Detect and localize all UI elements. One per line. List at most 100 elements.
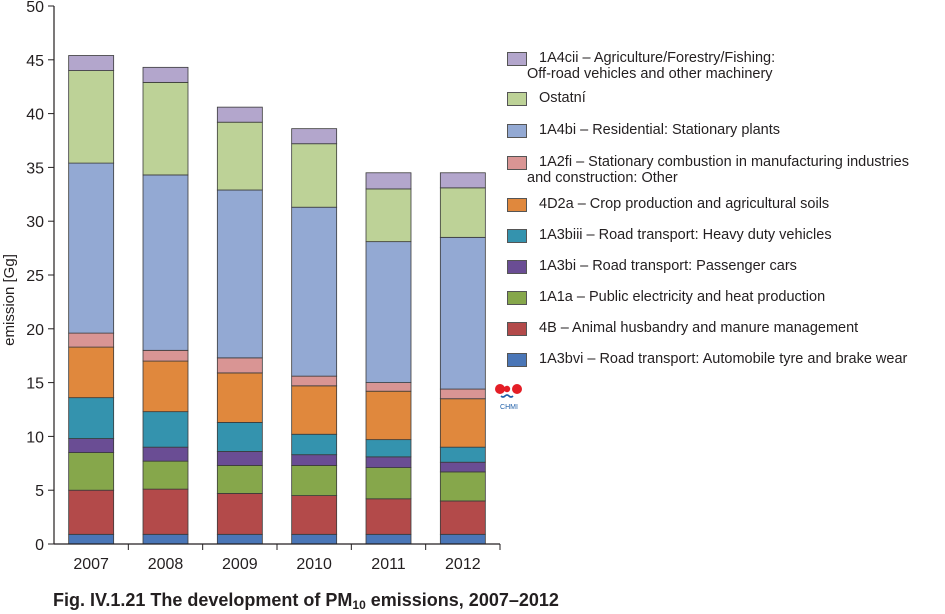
bar-segment-2011-0 — [365, 533, 412, 545]
legend-label: 1A3bi – Road transport: Passenger cars — [539, 258, 797, 274]
legend-swatch — [507, 229, 527, 243]
chmi-logo: CHMI — [495, 384, 522, 411]
bar-segment-2012-3 — [439, 461, 486, 473]
legend-label-line: 4D2a – Crop production and agricultural … — [539, 196, 830, 212]
bar-segment-2008-7 — [142, 174, 189, 351]
bar-segment-2011-4 — [365, 439, 412, 458]
bar-segment-2008-5 — [142, 360, 189, 413]
legend-item: 1A4cii – Agriculture/Forestry/Fishing: Of… — [507, 50, 775, 82]
legend-item: Ostatní — [507, 90, 586, 106]
bar-segment-2011-6 — [365, 382, 412, 392]
x-tick-label: 2012 — [445, 556, 481, 573]
legend-item: 4B – Animal husbandry and manure managem… — [507, 320, 858, 336]
legend-label-line: 1A1a – Public electricity and heat produ… — [539, 289, 826, 305]
bar-segment-2009-7 — [216, 189, 263, 359]
bar-segment-2009-4 — [216, 422, 263, 452]
bar-segment-2010-8 — [291, 143, 338, 208]
legend-swatch — [507, 156, 527, 170]
bar-segment-2010-9 — [291, 128, 338, 145]
legend-item: 1A3bvi – Road transport: Automobile tyre… — [507, 351, 907, 367]
y-tick-label: 25 — [26, 268, 44, 285]
bar-segment-2010-2 — [291, 465, 338, 496]
bar-segment-2012-6 — [439, 388, 486, 400]
bar-segment-2007-6 — [68, 332, 115, 348]
legend-item: 1A2fi – Stationary combustion in manufac… — [507, 154, 909, 186]
legend-label-line: 1A3bvi – Road transport: Automobile tyre… — [539, 351, 908, 367]
bar-segment-2007-3 — [68, 438, 115, 453]
bar-segment-2007-2 — [68, 452, 115, 491]
figure-caption: Fig. IV.1.21 The development of PM10 emi… — [53, 590, 559, 612]
legend-swatch — [507, 260, 527, 274]
legend-label: 1A4cii – Agriculture/Forestry/Fishing: Of… — [527, 50, 776, 82]
bar-segment-2010-7 — [291, 206, 338, 377]
caption-suffix: emissions, 2007–2012 — [365, 590, 559, 610]
bar-segment-2011-8 — [365, 188, 412, 243]
bar-segment-2008-4 — [142, 411, 189, 448]
y-tick-label: 0 — [35, 537, 44, 554]
legend-label: Ostatní — [539, 90, 586, 106]
tick-labels: 2007 2008 2009 2010 2011 2012 0 5 10 15 20 25 30 35 40… — [26, 0, 481, 573]
bar-segment-2009-3 — [216, 451, 263, 466]
legend-swatch — [507, 322, 527, 336]
legend-label-line: 1A3biii – Road transport: Heavy duty veh… — [539, 227, 832, 243]
bar-segment-2009-0 — [216, 533, 263, 545]
x-tick-label: 2011 — [371, 556, 406, 573]
legend-item: 4D2a – Crop production and agricultural … — [507, 196, 829, 212]
bar-segment-2007-4 — [68, 397, 115, 439]
bar-segment-2008-2 — [142, 460, 189, 490]
legend-label: 4D2a – Crop production and agricultural … — [539, 196, 829, 212]
x-tick-label: 2007 — [73, 556, 109, 573]
legend-swatch — [507, 291, 527, 305]
bar-segment-2012-9 — [439, 172, 486, 189]
x-tick-label: 2008 — [148, 556, 184, 573]
y-axis-ticks — [48, 5, 54, 545]
legend-label: 1A3bvi – Road transport: Automobile tyre… — [539, 351, 907, 367]
bar-segment-2007-9 — [68, 55, 115, 71]
bar-segment-2008-8 — [142, 82, 189, 176]
bar-segment-2011-2 — [365, 467, 412, 500]
legend-label: 4B – Animal husbandry and manure managem… — [539, 320, 858, 336]
legend-swatch — [507, 52, 527, 66]
bars — [68, 55, 486, 545]
bar-segment-2010-5 — [291, 385, 338, 435]
legend-label: 1A2fi – Stationary combustion in manufac… — [527, 154, 909, 186]
bar-segment-2009-5 — [216, 372, 263, 423]
bar-segment-2008-9 — [142, 66, 189, 83]
y-tick-label: 15 — [26, 376, 44, 393]
bar-segment-2011-7 — [365, 241, 412, 384]
y-tick-label: 35 — [26, 160, 44, 177]
x-tick-label: 2009 — [222, 556, 258, 573]
bar-segment-2008-6 — [142, 349, 189, 362]
bar-segment-2009-1 — [216, 493, 263, 535]
bar-segment-2010-6 — [291, 375, 338, 387]
logo-text: CHMI — [500, 404, 518, 411]
bar-segment-2007-0 — [68, 533, 115, 545]
y-tick-label: 40 — [26, 107, 44, 124]
y-tick-label: 30 — [26, 214, 44, 231]
bar-segment-2009-6 — [216, 357, 263, 374]
legend-item: 1A1a – Public electricity and heat produ… — [507, 289, 825, 305]
bar-segment-2010-4 — [291, 433, 338, 456]
bar-segment-2012-7 — [439, 236, 486, 390]
legend-label: 1A3biii – Road transport: Heavy duty veh… — [539, 227, 832, 243]
bar-segment-2007-5 — [68, 346, 115, 399]
bar-segment-2009-2 — [216, 465, 263, 494]
y-tick-label: 50 — [26, 0, 44, 16]
bar-segment-2012-0 — [439, 533, 486, 545]
legend-label-line: 1A4cii – Agriculture/Forestry/Fishing: — [539, 50, 776, 66]
legend-label: 1A4bi – Residential: Stationary plants — [539, 122, 780, 138]
legend-label-line: 1A4bi – Residential: Stationary plants — [539, 122, 781, 138]
legend-label-line: Off-road vehicles and other machinery — [527, 66, 773, 82]
bar-segment-2011-9 — [365, 172, 412, 190]
y-axis-title: emission [Gg] — [1, 254, 18, 346]
x-tick-label: 2010 — [296, 556, 332, 573]
bar-segment-2009-9 — [216, 106, 263, 123]
logo-dot-middle — [503, 385, 511, 393]
bar-segment-2008-3 — [142, 446, 189, 462]
legend-item: 1A3bi – Road transport: Passenger cars — [507, 258, 797, 274]
legend-swatch — [507, 124, 527, 138]
legend-swatch — [507, 198, 527, 212]
legend-label-line: Ostatní — [539, 90, 586, 106]
legend-item: 1A4bi – Residential: Stationary plants — [507, 122, 780, 138]
legend-label-line: 4B – Animal husbandry and manure managem… — [539, 320, 859, 336]
